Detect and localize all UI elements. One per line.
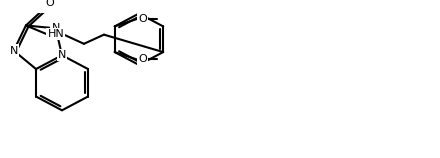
Text: N: N [51,23,60,33]
Text: HN: HN [48,29,64,39]
Text: O: O [46,0,54,9]
Text: O: O [138,14,147,24]
Text: N: N [58,50,66,60]
Text: N: N [10,46,18,56]
Text: O: O [138,54,147,64]
